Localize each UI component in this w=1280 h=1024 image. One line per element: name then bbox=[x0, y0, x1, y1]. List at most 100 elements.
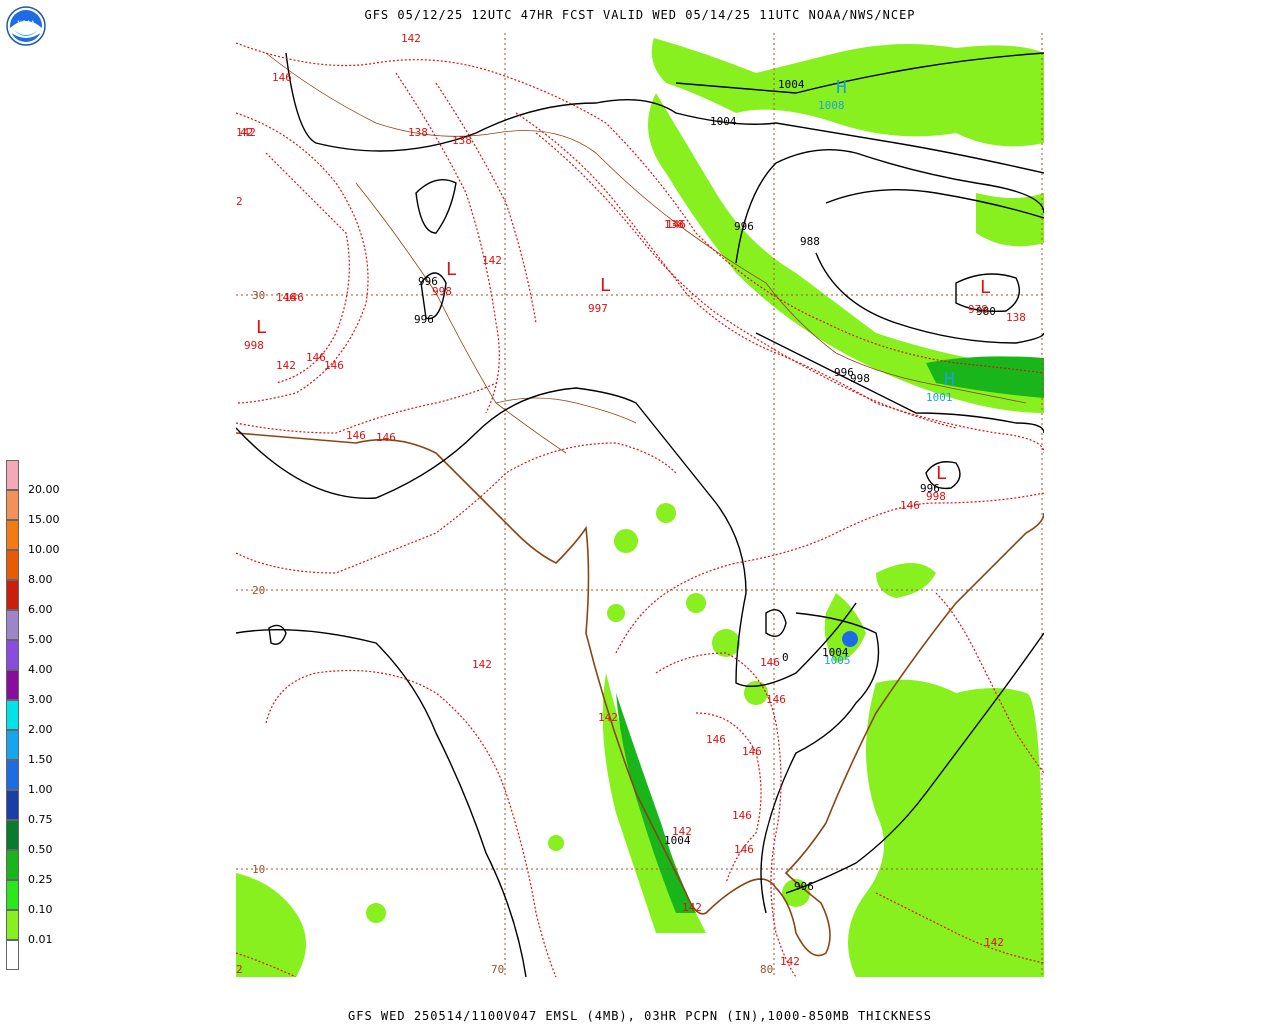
thickness-label: 146 bbox=[766, 693, 786, 706]
precip-areas bbox=[236, 38, 1044, 977]
thickness-label: 146 bbox=[306, 351, 326, 364]
thickness-label: 146 bbox=[760, 656, 780, 669]
legend-label: 15.00 bbox=[28, 513, 60, 526]
legend-label: 20.00 bbox=[28, 483, 60, 496]
legend-swatch bbox=[6, 790, 19, 820]
legend-swatch bbox=[6, 850, 19, 880]
low-center-icon: L bbox=[256, 317, 267, 338]
thickness-label: 146 bbox=[732, 809, 752, 822]
legend-swatch bbox=[6, 820, 19, 850]
legend-label: 0.25 bbox=[28, 873, 53, 886]
thickness-contours bbox=[236, 42, 1044, 977]
isobar-label: 988 bbox=[800, 235, 820, 248]
legend-label: 1.50 bbox=[28, 753, 53, 766]
legend-swatch bbox=[6, 520, 19, 550]
high-center-icon: H bbox=[944, 369, 955, 390]
thickness-label: 146 bbox=[272, 71, 292, 84]
thickness-label: 146 bbox=[324, 359, 344, 372]
low-center-icon: L bbox=[446, 259, 457, 280]
isobar-label: 1004 bbox=[778, 78, 805, 91]
isobar-label: 996 bbox=[920, 482, 940, 495]
lat-label: 20 bbox=[252, 584, 265, 597]
thickness-label: 2 bbox=[236, 195, 243, 208]
thickness-label: 142 bbox=[482, 254, 502, 267]
isobar-label: 1004 bbox=[664, 834, 691, 847]
legend-swatch bbox=[6, 490, 19, 520]
isobar-label: 996 bbox=[414, 313, 434, 326]
latlon-grid bbox=[236, 33, 1044, 977]
low-center-icon: L bbox=[980, 277, 991, 298]
legend-label: 5.00 bbox=[28, 633, 53, 646]
isobar-label: 996 bbox=[794, 880, 814, 893]
isobar-label: 996 bbox=[418, 275, 438, 288]
thickness-label: 142 bbox=[236, 126, 256, 139]
low-value: 978 bbox=[968, 303, 988, 316]
legend-swatch bbox=[6, 460, 19, 490]
thickness-label: 42 bbox=[240, 126, 253, 139]
isobar-label: 1004 bbox=[822, 646, 849, 659]
thickness-label: 142 bbox=[276, 359, 296, 372]
thickness-label: 142 bbox=[472, 658, 492, 671]
thickness-label: 146 bbox=[900, 499, 920, 512]
pressure-centers: L 998 L 997 L 998 L 978 L 998 H 1008 H 1… bbox=[244, 77, 991, 667]
legend-label: 0.01 bbox=[28, 933, 53, 946]
thickness-label: 142 bbox=[780, 955, 800, 968]
thickness-label: 142 bbox=[401, 33, 421, 45]
high-value: 1008 bbox=[818, 99, 845, 112]
legend-label: 0.10 bbox=[28, 903, 53, 916]
high-value: 1005 bbox=[824, 654, 851, 667]
isobar-label: 1004 bbox=[710, 115, 737, 128]
thickness-label: 138 bbox=[664, 218, 684, 231]
noaa-logo-icon: NOAA bbox=[6, 6, 46, 46]
thickness-label: 146 bbox=[276, 291, 296, 304]
legend-label: 8.00 bbox=[28, 573, 53, 586]
low-value: 998 bbox=[926, 490, 946, 503]
high-center-icon: H bbox=[836, 77, 847, 98]
lon-label: 80 bbox=[760, 963, 773, 976]
low-value: 997 bbox=[588, 302, 608, 315]
lat-label: 30 bbox=[252, 289, 265, 302]
isobar-label: 996 bbox=[834, 366, 854, 379]
thickness-label: 142 bbox=[682, 901, 702, 914]
thickness-label: 146 bbox=[376, 431, 396, 444]
thickness-label: 138 bbox=[1006, 311, 1026, 324]
isobars bbox=[236, 52, 1044, 977]
thickness-label: 138 bbox=[452, 134, 472, 147]
isobar-label: 996 bbox=[734, 220, 754, 233]
thickness-label: 146 bbox=[742, 745, 762, 758]
legend-label: 6.00 bbox=[28, 603, 53, 616]
isobar-label: 980 bbox=[976, 305, 996, 318]
isobar-labels: 1004 1004 996 988 996 996 996 998 996 98… bbox=[414, 78, 996, 893]
thickness-labels: 142 146 138 138 142 142 146 146 146 142 … bbox=[236, 33, 1026, 976]
thickness-label: 146 bbox=[284, 291, 304, 304]
thickness-label: 142 bbox=[672, 825, 692, 838]
legend-swatch bbox=[6, 670, 19, 700]
coastlines bbox=[236, 432, 1044, 957]
thickness-label: 146 bbox=[666, 218, 686, 231]
isobar-label: 998 bbox=[850, 372, 870, 385]
legend-label: 10.00 bbox=[28, 543, 60, 556]
legend-swatch bbox=[6, 580, 19, 610]
legend-swatch bbox=[6, 880, 19, 910]
legend-swatch bbox=[6, 910, 19, 940]
logo-text: NOAA bbox=[17, 20, 35, 27]
low-center-icon: L bbox=[936, 463, 947, 484]
borders bbox=[265, 52, 1027, 454]
map-footer: GFS WED 250514/1100V047 EMSL (4MB), 03HR… bbox=[348, 1009, 932, 1023]
legend-label: 3.00 bbox=[28, 693, 53, 706]
high-value: 1001 bbox=[926, 391, 953, 404]
weather-map: 30 20 10 70 80 142 146 138 138 142 142 1… bbox=[236, 33, 1044, 977]
legend-label: 1.00 bbox=[28, 783, 53, 796]
low-center-icon: L bbox=[600, 275, 611, 296]
legend-label: 2.00 bbox=[28, 723, 53, 736]
legend-swatch bbox=[6, 700, 19, 730]
lon-label: 70 bbox=[491, 963, 504, 976]
thickness-label: 138 bbox=[408, 126, 428, 139]
legend-swatch bbox=[6, 940, 19, 970]
thickness-label: 2 bbox=[236, 963, 243, 976]
legend-swatch bbox=[6, 610, 19, 640]
lat-label: 10 bbox=[252, 863, 265, 876]
low-value: 998 bbox=[244, 339, 264, 352]
thickness-label: 146 bbox=[346, 429, 366, 442]
grid-labels: 30 20 10 70 80 bbox=[252, 289, 773, 976]
